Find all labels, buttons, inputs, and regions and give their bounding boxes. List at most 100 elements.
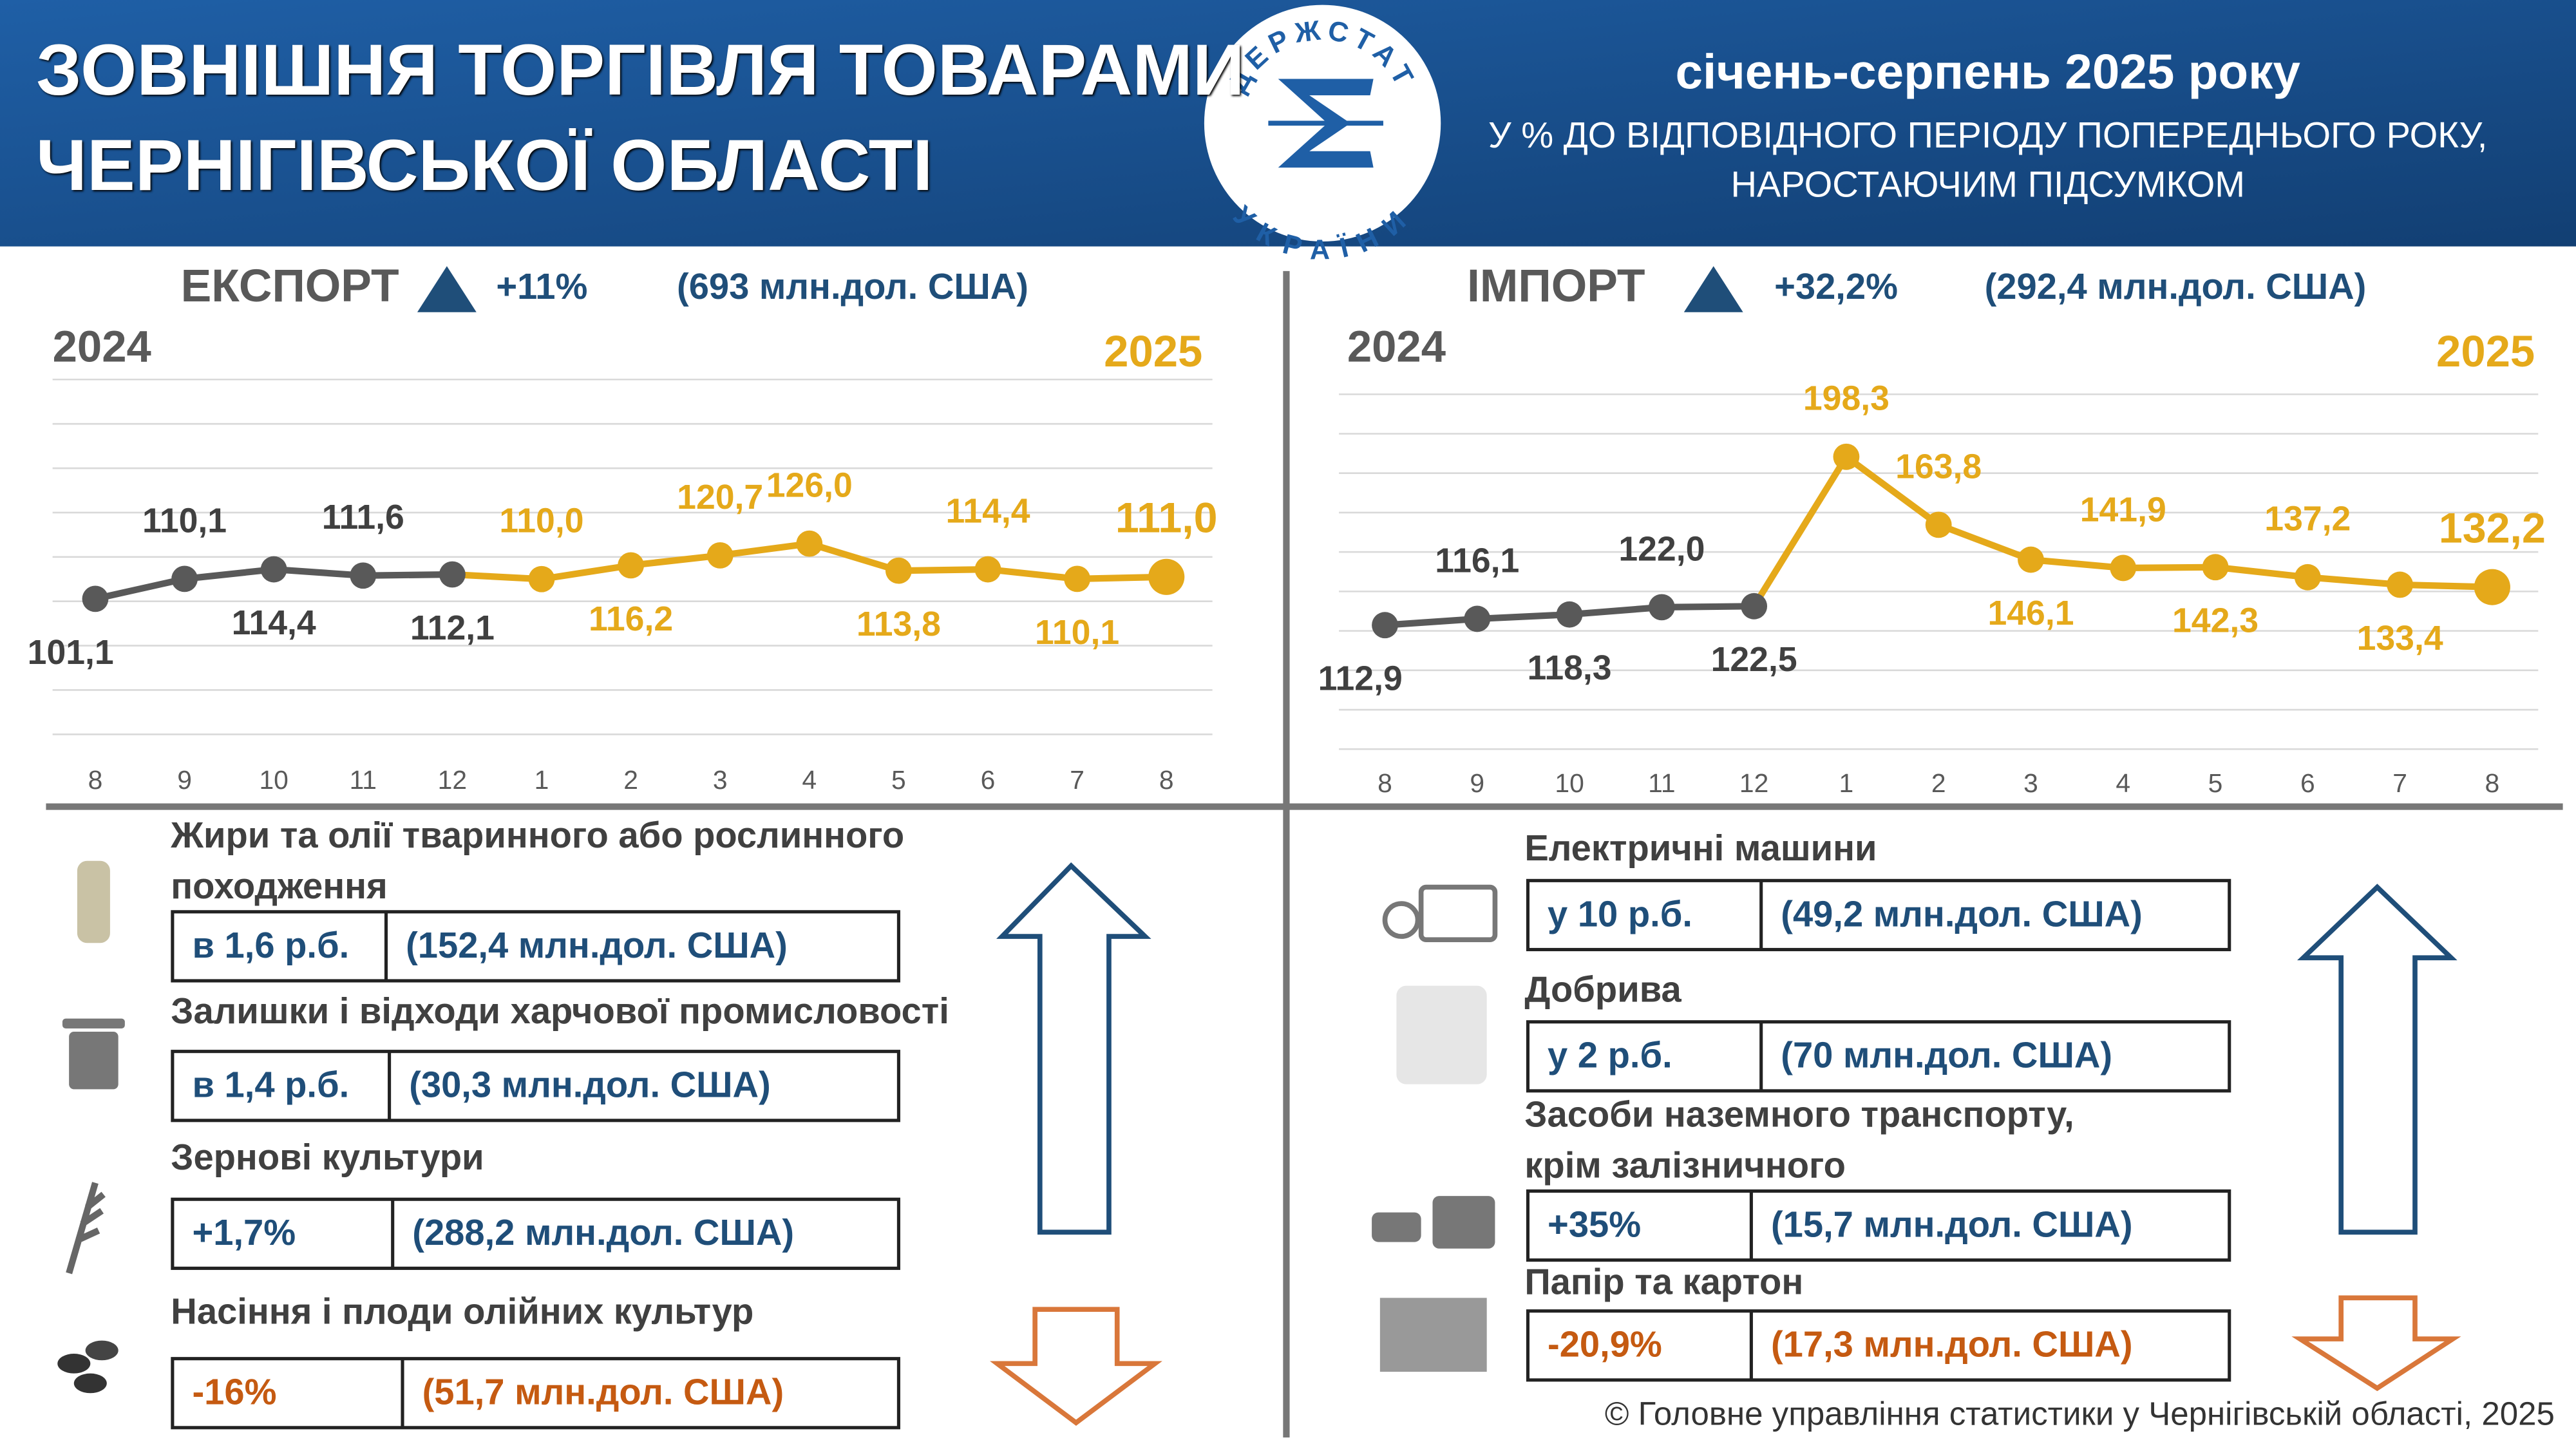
data-label: 110,1 xyxy=(142,502,227,540)
title: ЧЕРНІГІВСЬКОЇ ОБЛАСТІ xyxy=(36,124,933,205)
item-name: крім залізничного xyxy=(1524,1145,1846,1186)
item-name: Залишки і відходи харчової промисловості xyxy=(171,990,949,1031)
item-name: Жири та олії тваринного або рослинного xyxy=(170,815,904,855)
x-tick-label: 8 xyxy=(1378,768,1392,798)
x-tick-label: 7 xyxy=(1070,765,1084,795)
legend-label: 2024 xyxy=(1347,322,1446,372)
x-tick-label: 4 xyxy=(2116,768,2130,798)
point xyxy=(82,585,109,612)
item-value: (152,4 млн.дол. США) xyxy=(406,925,788,965)
item-box xyxy=(1526,878,2231,952)
chart-change: +11% xyxy=(496,266,587,307)
point xyxy=(2474,569,2510,605)
data-label: 122,5 xyxy=(1711,641,1797,679)
data-label: 137,2 xyxy=(2264,500,2351,538)
period: січень-серпень 2025 року xyxy=(1676,45,2301,100)
item-box xyxy=(171,910,900,983)
item-change: у 2 р.б. xyxy=(1548,1035,1672,1075)
point xyxy=(796,530,823,557)
item-change: -20,9% xyxy=(1548,1324,1662,1365)
data-label: 146,1 xyxy=(1987,594,2074,632)
point xyxy=(706,542,734,569)
icon-press xyxy=(1379,1298,1487,1372)
logo-sigma xyxy=(1278,79,1374,168)
icon-gear xyxy=(1382,901,1421,939)
x-tick-label: 7 xyxy=(2392,768,2407,798)
data-label: 133,4 xyxy=(2357,620,2443,658)
point xyxy=(1925,511,1952,538)
point xyxy=(1372,612,1398,639)
title: ЗОВНІШНЯ ТОРГІВЛЯ ТОВАРАМИ xyxy=(36,29,1244,110)
connector-line xyxy=(1751,455,1850,609)
item-box xyxy=(171,1197,900,1270)
x-tick-label: 12 xyxy=(1739,768,1768,798)
x-tick-label: 8 xyxy=(2485,768,2500,798)
item-name: Зернові культури xyxy=(171,1137,484,1177)
point xyxy=(439,561,466,588)
up-triangle xyxy=(417,266,477,312)
x-tick-label: 3 xyxy=(2023,768,2038,798)
item-value: (15,7 млн.дол. США) xyxy=(1771,1204,2133,1244)
data-label: 198,3 xyxy=(1803,380,1889,418)
point xyxy=(260,556,287,583)
point xyxy=(974,556,1001,583)
item-name: Електричні машини xyxy=(1524,828,1877,868)
icon-bottle xyxy=(77,860,110,943)
data-label: 132,2 xyxy=(2439,504,2546,552)
icon-bin-lid xyxy=(62,1018,125,1028)
point xyxy=(1556,601,1583,628)
x-tick-label: 3 xyxy=(713,765,728,795)
data-label: 114,4 xyxy=(232,604,316,642)
icon-seed xyxy=(57,1354,91,1374)
item-value: (49,2 млн.дол. США) xyxy=(1781,893,2143,934)
point xyxy=(350,562,377,589)
data-label: 111,6 xyxy=(322,498,404,536)
x-tick-label: 5 xyxy=(891,765,906,795)
x-tick-label: 12 xyxy=(438,765,467,795)
item-change: -16% xyxy=(192,1372,276,1412)
data-label: 163,8 xyxy=(1895,448,1982,486)
data-label: 114,4 xyxy=(945,493,1030,531)
legend-label: 2024 xyxy=(53,322,151,372)
item-change: +1,7% xyxy=(192,1212,296,1253)
x-tick-label: 2 xyxy=(623,765,638,795)
x-tick-label: 11 xyxy=(350,765,377,795)
point xyxy=(2110,554,2137,582)
x-tick-label: 9 xyxy=(177,765,192,795)
x-tick-label: 1 xyxy=(535,765,549,795)
legend-label: 2025 xyxy=(1104,327,1202,376)
icon-bus xyxy=(1432,1196,1495,1249)
data-label: 120,7 xyxy=(677,478,763,516)
x-tick-label: 4 xyxy=(802,765,817,795)
point xyxy=(1148,558,1185,595)
series-line xyxy=(1844,454,2493,591)
x-tick-label: 6 xyxy=(2300,768,2315,798)
item-value: (30,3 млн.дол. США) xyxy=(409,1065,771,1105)
icon-bag xyxy=(1396,985,1487,1084)
data-label: 110,0 xyxy=(499,502,583,540)
icon-wheat xyxy=(66,1182,106,1274)
data-label: 122,0 xyxy=(1618,530,1705,568)
icon-seed xyxy=(73,1373,107,1394)
x-tick-label: 1 xyxy=(1839,768,1854,798)
up-arrow xyxy=(2297,884,2458,1235)
point xyxy=(2018,546,2044,573)
point xyxy=(886,557,912,584)
data-label: 111,0 xyxy=(1115,495,1218,542)
footer: © Головне управління статистики у Черніг… xyxy=(1605,1395,2555,1432)
item-name: Засоби наземного транспорту, xyxy=(1524,1094,2074,1135)
point xyxy=(618,552,644,579)
point xyxy=(2294,564,2321,591)
x-tick-label: 9 xyxy=(1470,768,1484,798)
icon-bin xyxy=(69,1032,118,1090)
x-tick-label: 8 xyxy=(1159,765,1174,795)
icon-car xyxy=(1372,1212,1421,1242)
item-name: Насіння і плоди олійних культур xyxy=(171,1291,753,1332)
point xyxy=(1741,592,1768,620)
down-arrow xyxy=(989,1307,1162,1426)
data-label: 141,9 xyxy=(2080,491,2166,529)
icon-seed xyxy=(85,1340,118,1361)
subtitle: НАРОСТАЮЧИМ ПІДСУМКОМ xyxy=(1730,164,2245,205)
item-change: в 1,6 р.б. xyxy=(192,925,349,965)
